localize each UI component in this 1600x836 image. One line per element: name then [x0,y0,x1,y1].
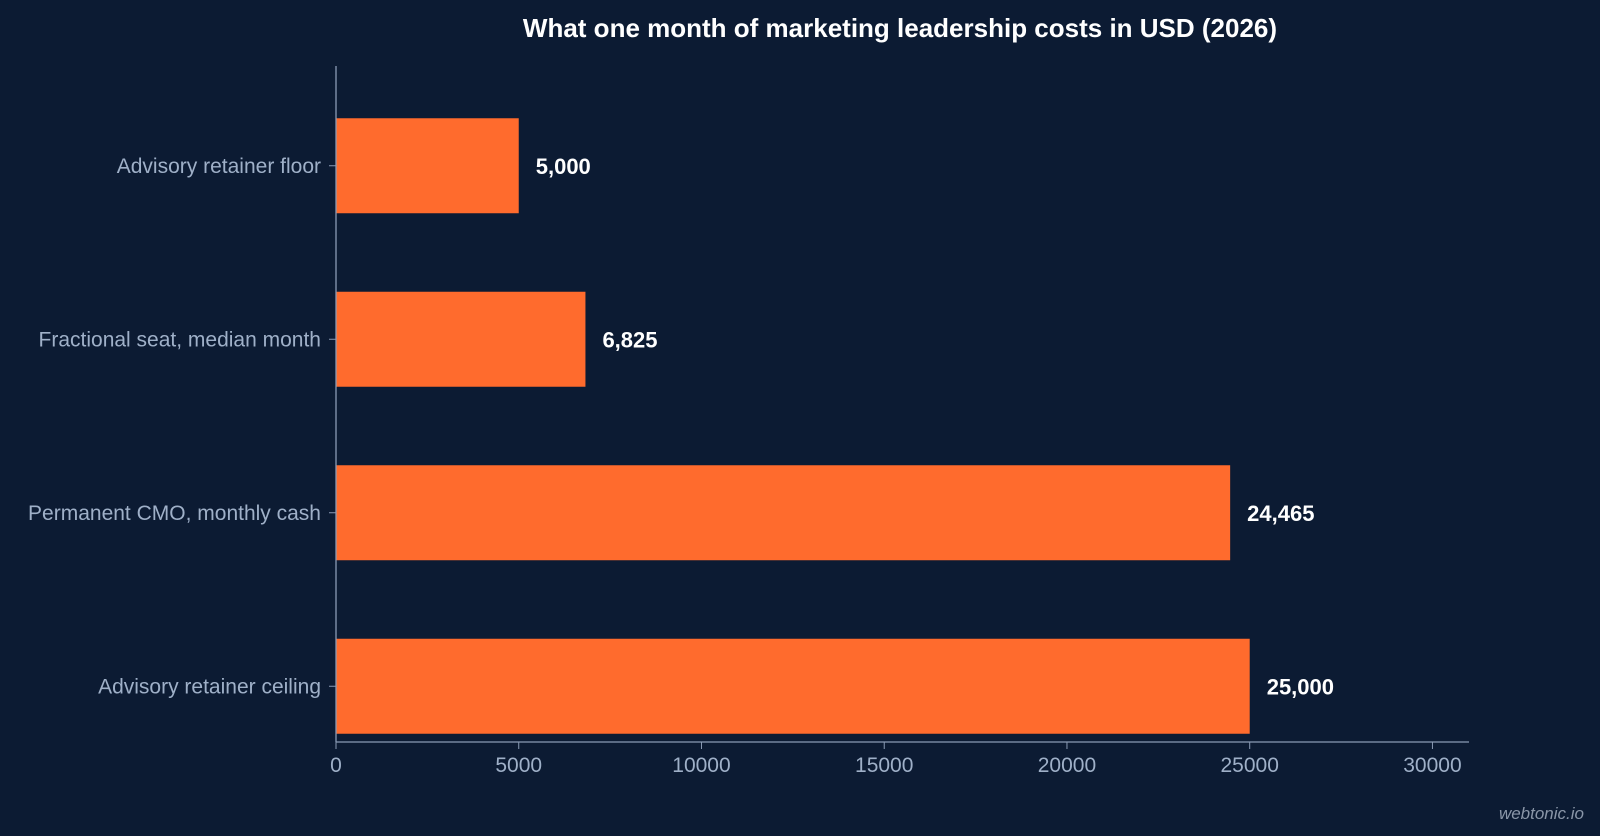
value-label-2: 24,465 [1247,501,1314,526]
axis-group: Advisory retainer floor Fractional seat, … [28,66,1469,777]
x-tick-label-6: 30000 [1403,754,1461,777]
x-tick-label-3: 15000 [855,754,913,777]
category-label-3: Advisory retainer ceiling [98,675,321,698]
x-tick-label-1: 5000 [495,754,542,777]
category-label-2: Permanent CMO, monthly cash [28,502,321,525]
bar-2 [336,465,1231,561]
value-label-1: 6,825 [602,327,657,352]
x-tick-label-2: 10000 [672,754,730,777]
value-label-3: 25,000 [1267,674,1334,699]
bar-3 [336,638,1250,734]
x-tick-label-0: 0 [330,754,342,777]
x-tick-label-5: 25000 [1221,754,1279,777]
chart-title: What one month of marketing leadership c… [523,13,1277,43]
bars-group: 5,000 6,825 24,465 25,000 [336,118,1334,734]
bar-1 [336,291,586,387]
value-label-0: 5,000 [536,154,591,179]
category-label-0: Advisory retainer floor [117,155,321,178]
x-tick-label-4: 20000 [1038,754,1096,777]
category-label-1: Fractional seat, median month [39,328,321,351]
bar-0 [336,118,519,214]
watermark-text: webtonic.io [1499,804,1584,823]
